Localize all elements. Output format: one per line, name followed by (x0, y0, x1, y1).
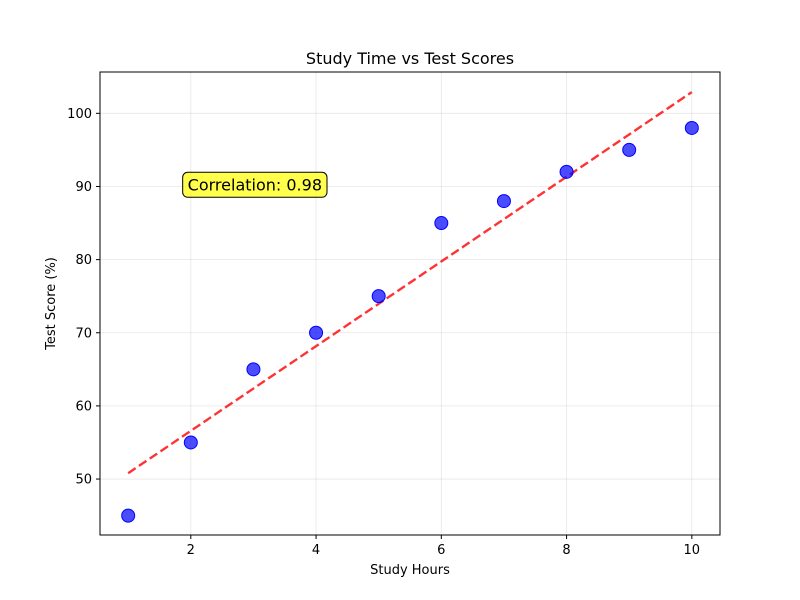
data-point (622, 142, 637, 157)
y-tick-label: 60 (75, 399, 92, 414)
grid-lines (100, 72, 720, 535)
x-tick-label: 8 (562, 543, 570, 558)
correlation-annotation: Correlation: 0.98 (182, 171, 328, 198)
y-axis-ticks: 50 60 70 80 90 100 (67, 107, 100, 488)
x-axis-title: Study Hours (370, 563, 450, 578)
y-tick-label: 80 (75, 253, 92, 268)
data-point (434, 216, 449, 231)
data-point (496, 194, 511, 209)
x-tick-label: 10 (684, 543, 701, 558)
data-point (309, 325, 324, 340)
data-point (684, 120, 699, 135)
trendline (127, 91, 693, 475)
data-point (121, 508, 136, 523)
data-point (371, 289, 386, 304)
data-point (183, 435, 198, 450)
y-tick-label: 100 (67, 107, 92, 122)
y-tick-label: 50 (75, 473, 92, 488)
annotation-box (182, 171, 328, 198)
x-tick-label: 4 (312, 543, 320, 558)
y-tick-label: 90 (75, 180, 92, 195)
x-axis-ticks: 2 4 6 8 10 (187, 535, 700, 558)
x-tick-label: 2 (187, 543, 195, 558)
x-tick-label: 6 (437, 543, 445, 558)
chart-title: Study Time vs Test Scores (306, 49, 514, 68)
annotation-text: Correlation: 0.98 (188, 175, 322, 194)
data-point (559, 164, 574, 179)
trendline-layer (127, 91, 693, 475)
y-axis-title: Test Score (%) (44, 257, 59, 351)
y-tick-label: 70 (75, 326, 92, 341)
plot-frame (99, 71, 721, 536)
data-points (121, 120, 699, 523)
data-point (246, 362, 261, 377)
